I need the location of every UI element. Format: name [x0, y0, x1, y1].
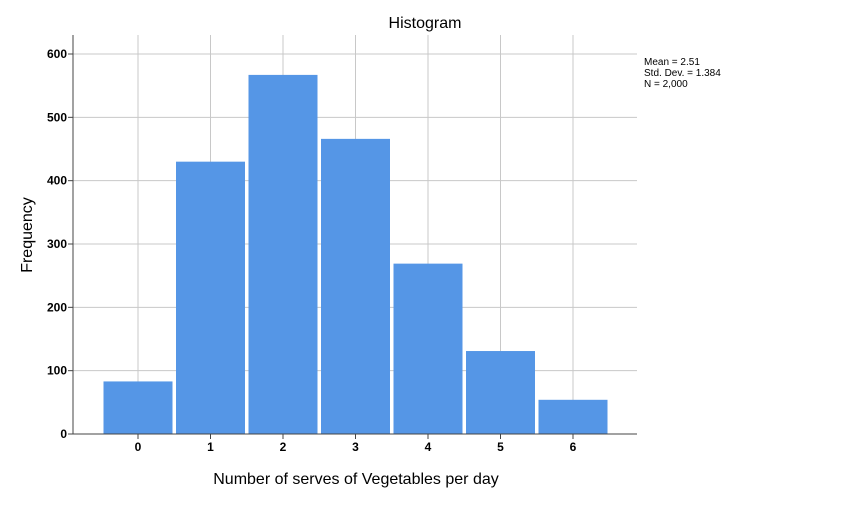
y-tick-label: 100 [47, 364, 67, 378]
stats-box: Mean = 2.51 Std. Dev. = 1.384 N = 2,000 [644, 57, 721, 90]
x-tick-label: 3 [352, 440, 359, 454]
stats-mean: Mean = 2.51 [644, 57, 700, 68]
ticks-layer: 0 100 200 300 400 500 600 0 1 2 3 4 5 6 [47, 47, 577, 454]
histogram-bar [248, 74, 318, 435]
y-axis-label: Frequency [19, 197, 36, 273]
y-tick-label: 0 [60, 427, 67, 441]
histogram-bar [321, 138, 390, 434]
y-tick-label: 200 [47, 300, 67, 314]
y-tick-label: 600 [47, 47, 67, 61]
y-tick-label: 300 [47, 237, 67, 251]
x-tick-label: 0 [135, 440, 142, 454]
x-tick-label: 6 [570, 440, 577, 454]
histogram-bar [103, 381, 173, 434]
histogram-bar [538, 399, 608, 434]
histogram-bar [393, 263, 463, 434]
stats-n: N = 2,000 [644, 79, 688, 90]
chart-title: Histogram [389, 15, 462, 32]
stats-std-dev: Std. Dev. = 1.384 [644, 68, 721, 79]
x-tick-label: 5 [497, 440, 504, 454]
x-axis-label: Number of serves of Vegetables per day [213, 471, 499, 488]
x-tick-label: 4 [425, 440, 432, 454]
x-tick-label: 2 [280, 440, 287, 454]
bars-layer [103, 74, 608, 435]
histogram-bar [466, 351, 535, 434]
histogram-bar [176, 161, 245, 434]
grid-layer [73, 35, 637, 434]
x-tick-label: 1 [207, 440, 214, 454]
y-tick-label: 400 [47, 174, 67, 188]
y-tick-label: 500 [47, 110, 67, 124]
